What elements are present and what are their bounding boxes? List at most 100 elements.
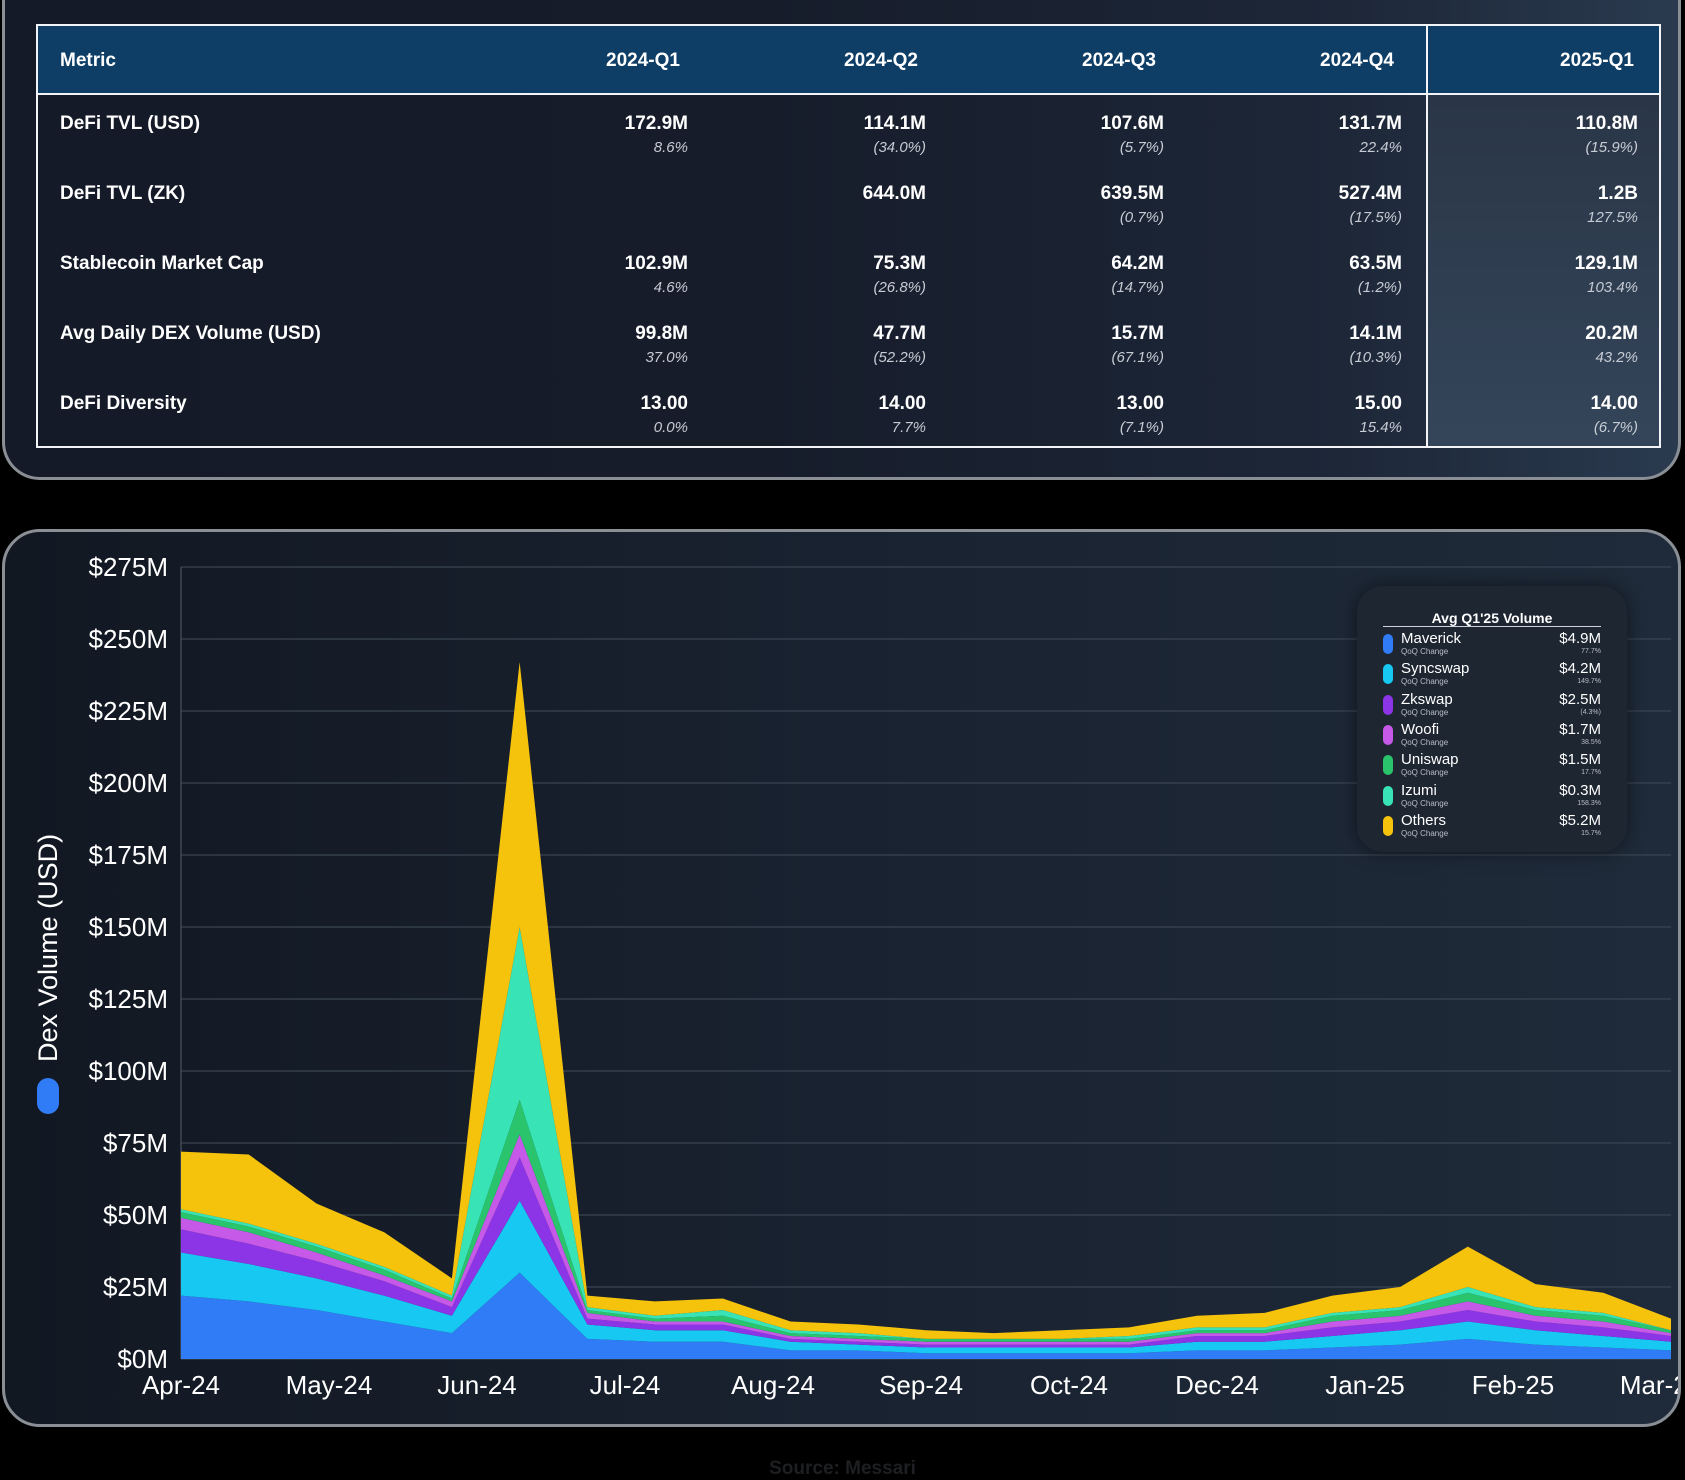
table-cell: 102.9M 4.6%: [488, 253, 688, 296]
table-cell: 75.3M (26.8%): [726, 253, 926, 296]
legend-change: 77.7%: [1581, 648, 1601, 655]
legend-item-izumi: Izumi QoQ Change $0.3M 158.3%: [1383, 782, 1601, 812]
cell-value: 47.7M: [873, 323, 926, 344]
table-cell: 14.00 (6.7%): [1438, 393, 1638, 436]
table-cell: 13.00 0.0%: [488, 393, 688, 436]
table-cell: 644.0M: [726, 183, 926, 209]
header-2024-q1: 2024-Q1: [606, 50, 680, 71]
cell-value: 63.5M: [1349, 253, 1402, 274]
area-series-uniswap: [181, 1099, 1671, 1342]
cell-value: 14.00: [878, 393, 926, 414]
row-metric-label: Stablecoin Market Cap: [60, 253, 264, 274]
table-row: DeFi TVL (ZK) 644.0M 639.5M (0.7%) 527.4M (17…: [38, 165, 1659, 235]
y-axis-label: Dex Volume (USD): [33, 834, 63, 1062]
legend-value: $0.3M: [1559, 781, 1601, 799]
legend-value: $2.5M: [1559, 690, 1601, 708]
y-tick-label: $125M: [89, 984, 169, 1014]
table-cell: 114.1M (34.0%): [726, 113, 926, 156]
legend-swatch: [1383, 694, 1393, 715]
table-row: Avg Daily DEX Volume (USD) 99.8M 37.0% 47.7…: [38, 305, 1659, 375]
legend-swatch: [1383, 634, 1393, 654]
y-tick-label: $50M: [103, 1200, 168, 1230]
cell-value: 14.00: [1590, 393, 1638, 414]
x-tick-label: May-24: [286, 1370, 373, 1400]
table-cell: 131.7M 22.4%: [1202, 113, 1402, 156]
legend-name: Uniswap: [1401, 751, 1459, 769]
x-tick-label: Feb-25: [1472, 1370, 1554, 1400]
table-header: Metric 2024-Q1 2024-Q2 2024-Q3 2024-Q4 2…: [38, 26, 1659, 95]
legend-change: 15.7%: [1581, 829, 1601, 837]
legend-swatch: [1383, 664, 1393, 685]
header-2024-q2: 2024-Q2: [844, 50, 918, 71]
header-2024-q4: 2024-Q4: [1320, 50, 1394, 71]
metrics-table: Metric 2024-Q1 2024-Q2 2024-Q3 2024-Q4 2…: [36, 24, 1661, 448]
cell-change: (1.2%): [1357, 279, 1402, 296]
table-cell: [488, 183, 688, 209]
legend-value: $1.5M: [1559, 751, 1601, 769]
table-cell: 64.2M (14.7%): [964, 253, 1164, 296]
header-metric: Metric: [60, 50, 116, 71]
cell-change: 103.4%: [1587, 279, 1638, 296]
legend-sublabel: QoQ Change: [1401, 707, 1449, 717]
cell-change: 7.7%: [891, 419, 926, 436]
cell-change: (7.1%): [1119, 419, 1164, 436]
table-row: DeFi Diversity 13.00 0.0% 14.00 7.7% 13.00 (7.…: [38, 375, 1659, 445]
cell-change: (26.8%): [873, 279, 926, 296]
table-cell: 47.7M (52.2%): [726, 323, 926, 366]
legend-item-zkswap: Zkswap QoQ Change $2.5M (4.3%): [1383, 691, 1601, 721]
y-tick-label: $75M: [103, 1128, 168, 1158]
legend-name: Izumi: [1401, 781, 1437, 799]
row-metric-label: DeFi Diversity: [60, 393, 187, 414]
y-tick-label: $100M: [89, 1056, 169, 1086]
metrics-panel: Metric 2024-Q1 2024-Q2 2024-Q3 2024-Q4 2…: [2, 0, 1681, 480]
x-tick-label: Sep-24: [879, 1370, 963, 1400]
x-tick-label: Jan-25: [1325, 1370, 1405, 1400]
legend-change: 149.7%: [1577, 678, 1601, 686]
cell-value: 131.7M: [1338, 113, 1402, 134]
table-cell: 14.1M (10.3%): [1202, 323, 1402, 366]
cell-change: (5.7%): [1119, 139, 1164, 156]
x-tick-label: Apr-24: [142, 1370, 220, 1400]
table-cell: 15.00 15.4%: [1202, 393, 1402, 436]
cell-change: 8.6%: [653, 139, 688, 156]
table-cell: 110.8M (15.9%): [1438, 113, 1638, 156]
legend-change: 158.3%: [1577, 799, 1601, 807]
cell-change: (17.5%): [1349, 209, 1402, 226]
legend-swatch: [1383, 724, 1393, 745]
cell-change: 0.0%: [653, 419, 688, 436]
y-tick-label: $225M: [89, 696, 169, 726]
cell-change: 4.6%: [653, 279, 688, 296]
cell-value: 13.00: [1116, 393, 1164, 414]
x-tick-label: Aug-24: [731, 1370, 815, 1400]
table-row: Stablecoin Market Cap 102.9M 4.6% 75.3M (26.…: [38, 235, 1659, 305]
cell-change: 127.5%: [1587, 209, 1638, 226]
cell-value: 13.00: [640, 393, 688, 414]
cell-change: (52.2%): [873, 349, 926, 366]
table-cell: 63.5M (1.2%): [1202, 253, 1402, 296]
header-2025-q1: 2025-Q1: [1560, 50, 1634, 71]
cell-value: 107.6M: [1100, 113, 1164, 134]
y-tick-label: $150M: [89, 912, 169, 942]
cell-value: 102.9M: [624, 253, 688, 274]
legend-name: Zkswap: [1401, 690, 1453, 708]
cell-value: 129.1M: [1574, 253, 1638, 274]
legend-swatch: [1383, 815, 1393, 836]
cell-change: (0.7%): [1119, 209, 1164, 226]
y-tick-label: $0M: [117, 1344, 168, 1374]
area-series-maverick: [181, 1272, 1671, 1359]
legend-sublabel: QoQ Change: [1401, 798, 1449, 808]
area-series-woofi: [181, 1134, 1671, 1345]
cell-value: 1.2B: [1597, 183, 1638, 204]
cell-value: 644.0M: [862, 183, 926, 204]
cell-change: (67.1%): [1111, 349, 1164, 366]
legend-value: $4.9M: [1559, 630, 1601, 647]
cell-value: 75.3M: [873, 253, 926, 274]
table-cell: 172.9M 8.6%: [488, 113, 688, 156]
y-tick-label: $250M: [89, 624, 169, 654]
header-2024-q3: 2024-Q3: [1082, 50, 1156, 71]
table-cell: 14.00 7.7%: [726, 393, 926, 436]
x-tick-label: Jul-24: [590, 1370, 661, 1400]
y-tick-label: $25M: [103, 1272, 168, 1302]
cell-value: [488, 183, 688, 207]
cell-change: (34.0%): [873, 139, 926, 156]
